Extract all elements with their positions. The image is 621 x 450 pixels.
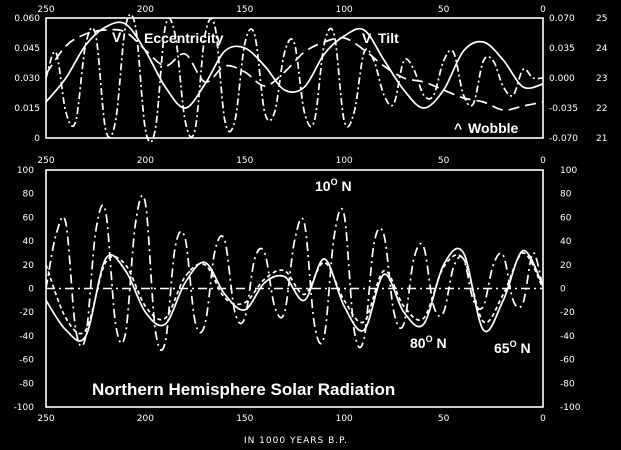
series-label-10-n: 10O N [315,177,352,194]
series-line-10-n [45,194,544,352]
top-x-tick-label: 0 [540,5,546,15]
mid-x-tick-label: 250 [37,156,54,166]
eccentricity-tick-label: 0.015 [14,104,40,114]
radiation-y-tick-label: -20 [19,308,34,318]
eccentricity-tick-label: 0.060 [14,14,40,24]
top-x-tick-label: 50 [438,5,450,15]
radiation-y-tick-label-right: 100 [560,166,577,176]
mid-x-tick-label: 100 [336,156,353,166]
bottom-x-tick-label: 50 [438,414,450,424]
wobble-marker: ^ [454,120,462,136]
tilt-tick-label: 23 [596,74,607,84]
top-x-tick-label: 150 [236,5,253,15]
wobble-label: Wobble [468,120,519,136]
series-line-eccentricity [45,28,544,111]
tilt-tick-label: 22 [596,104,607,114]
eccentricity-label: Eccentricity [144,30,224,46]
series-line-tilt [45,21,544,109]
orbital-parameters-panel: 2502502002001501501001005050000.0600.045… [14,5,607,166]
radiation-y-tick-label-right: 60 [560,213,572,223]
series-label-65-n: 65O N [494,339,531,356]
radiation-y-tick-label-right: -100 [560,403,581,413]
radiation-chart-title: Northern Hemisphere Solar Radiation [92,380,395,399]
x-axis-label: IN 1000 YEARS B.P. [244,436,348,446]
series-label-80-n: 80O N [410,334,447,351]
eccentricity-tick-label: 0.030 [14,74,40,84]
radiation-y-tick-label-right: -80 [560,379,575,389]
radiation-y-tick-label-right: 40 [560,237,572,247]
series-line-wobble [45,13,544,144]
series-line-80-n [45,252,544,335]
radiation-y-tick-label: 60 [23,213,35,223]
eccentricity-marker: V [112,29,122,45]
wobble-tick-label: 0.000 [549,74,575,84]
radiation-series-group [45,194,544,352]
mid-x-tick-label: 50 [438,156,450,166]
bottom-x-tick-label: 250 [37,414,54,424]
radiation-y-tick-label: -80 [19,379,34,389]
tilt-marker: V [362,30,372,46]
wobble-tick-label: -0.070 [549,134,578,144]
radiation-y-tick-label-right: -40 [560,332,575,342]
tilt-tick-label: 24 [596,44,608,54]
mid-x-tick-label: 150 [236,156,253,166]
bottom-x-tick-label: 0 [540,414,546,424]
mid-x-tick-label: 200 [137,156,154,166]
tilt-tick-label: 21 [596,134,607,144]
radiation-y-tick-label: 20 [23,261,35,271]
wobble-tick-label: 0.070 [549,14,575,24]
radiation-y-tick-label: 100 [17,166,34,176]
bottom-x-tick-label: 100 [336,414,353,424]
orbital-tick-labels: 2502502002001501501001005050000.0600.045… [14,5,607,166]
series-line-65-n [45,247,544,342]
top-x-tick-label: 250 [37,5,54,15]
radiation-y-tick-label: -100 [14,403,35,413]
radiation-y-tick-label-right: 20 [560,261,572,271]
bottom-x-tick-label: 200 [137,414,154,424]
orbital-series-group [45,13,544,144]
tilt-label: Tilt [378,30,399,46]
top-x-tick-label: 200 [137,5,154,15]
wobble-tick-label: -0.035 [549,104,578,114]
radiation-y-tick-label: 40 [23,237,35,247]
radiation-y-tick-label-right: -20 [560,308,575,318]
eccentricity-tick-label: 0 [34,134,40,144]
radiation-y-tick-label-right: 0 [560,285,566,295]
wobble-tick-label: 0.035 [549,44,575,54]
radiation-y-tick-label: 80 [23,190,35,200]
top-x-tick-label: 100 [336,5,353,15]
bottom-x-tick-label: 150 [236,414,253,424]
radiation-y-tick-label-right: -60 [560,356,575,366]
radiation-y-tick-label: 0 [28,285,34,295]
eccentricity-tick-label: 0.045 [14,44,40,54]
radiation-y-tick-label: -40 [19,332,34,342]
tilt-tick-label: 25 [596,14,607,24]
radiation-y-tick-label-right: 80 [560,190,572,200]
radiation-y-tick-label: -60 [19,356,34,366]
mid-x-tick-label: 0 [540,156,546,166]
